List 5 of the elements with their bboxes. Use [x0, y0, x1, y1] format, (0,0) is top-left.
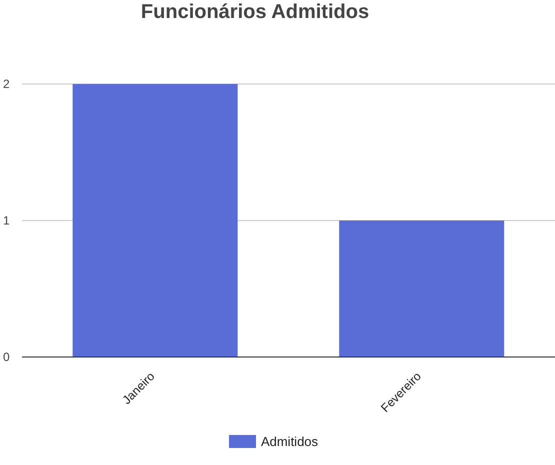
- y-tick-label: 0: [3, 350, 10, 364]
- y-tick-label: 1: [3, 214, 10, 228]
- legend-label: Admitidos: [260, 434, 318, 449]
- chart-title: Funcionários Admitidos: [140, 0, 370, 24]
- y-tick-label: 2: [3, 77, 10, 91]
